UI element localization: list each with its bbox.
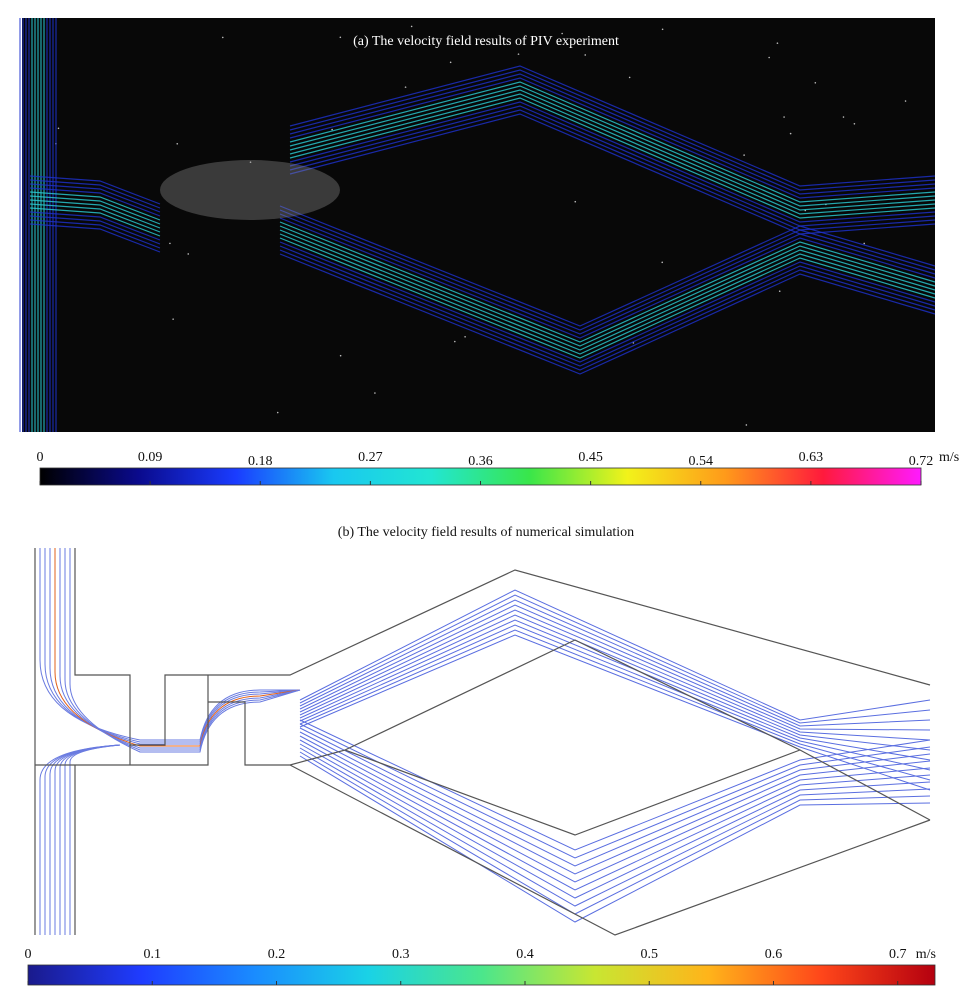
panel-title: (a) The velocity field results of PIV ex… bbox=[353, 34, 619, 49]
colorbar-label: 0.18 bbox=[248, 454, 273, 469]
particle bbox=[450, 62, 452, 64]
particle bbox=[854, 123, 856, 125]
particle bbox=[340, 36, 342, 38]
particle bbox=[222, 37, 224, 39]
streamline bbox=[55, 548, 300, 746]
streamline bbox=[300, 736, 930, 882]
streamline bbox=[70, 548, 300, 752]
colorbar-label: 0.4 bbox=[516, 947, 534, 962]
colorbar-label: 0.7 bbox=[889, 947, 907, 962]
streamline bbox=[300, 625, 930, 770]
colorbar-label: 0.72 bbox=[909, 454, 934, 469]
particle bbox=[411, 26, 413, 28]
particle bbox=[584, 54, 586, 56]
streamline bbox=[65, 548, 300, 750]
simulation bbox=[40, 548, 930, 935]
panel-title: (b) The velocity field results of numeri… bbox=[338, 525, 634, 540]
colorbar-label: 0.36 bbox=[468, 454, 493, 469]
colorbar-label: 0.63 bbox=[799, 450, 824, 465]
particle bbox=[172, 318, 174, 320]
colorbar-label: 0.54 bbox=[689, 454, 714, 469]
colorbar bbox=[28, 965, 935, 985]
particle bbox=[790, 133, 792, 135]
streamline bbox=[300, 748, 930, 906]
particle bbox=[405, 86, 407, 88]
streamline bbox=[70, 745, 120, 935]
streamline bbox=[40, 548, 300, 740]
particle bbox=[464, 336, 466, 338]
colorbar-label: 0.2 bbox=[268, 947, 286, 962]
particle bbox=[187, 253, 189, 255]
particle bbox=[169, 243, 171, 245]
colorbar-label: 0.27 bbox=[358, 450, 383, 465]
particle bbox=[340, 355, 342, 357]
particle bbox=[331, 129, 333, 131]
colorbar-label: 0.45 bbox=[578, 450, 603, 465]
streamline bbox=[40, 745, 120, 935]
particle bbox=[743, 154, 745, 156]
colorbar-label: 0 bbox=[37, 450, 44, 465]
particle bbox=[629, 77, 631, 79]
colorbar-label: 0 bbox=[25, 947, 32, 962]
particle bbox=[777, 42, 779, 44]
seed-cloud bbox=[160, 160, 340, 220]
particle bbox=[661, 262, 663, 264]
colorbar-label: 0.5 bbox=[640, 947, 658, 962]
particle bbox=[746, 424, 748, 426]
colorbar-label: 0.6 bbox=[765, 947, 783, 962]
particle bbox=[518, 53, 520, 55]
particle bbox=[905, 100, 907, 102]
particle bbox=[815, 82, 817, 84]
particle bbox=[843, 116, 845, 118]
colorbar-label: 0.3 bbox=[392, 947, 410, 962]
colorbar-unit: m/s bbox=[916, 947, 936, 962]
streamline bbox=[65, 745, 120, 935]
colorbar-unit: m/s bbox=[939, 450, 959, 465]
particle bbox=[277, 412, 279, 414]
streamline bbox=[60, 745, 120, 935]
streamline bbox=[300, 744, 930, 898]
streamline bbox=[300, 740, 930, 890]
streamline bbox=[60, 548, 300, 748]
streamline bbox=[45, 548, 300, 742]
particle bbox=[58, 127, 60, 129]
streamline bbox=[50, 548, 300, 744]
streamline bbox=[45, 745, 120, 935]
particle bbox=[454, 341, 456, 343]
particle bbox=[863, 243, 865, 245]
streamline bbox=[300, 732, 930, 874]
particle bbox=[574, 201, 576, 203]
colorbar-label: 0.1 bbox=[143, 947, 161, 962]
colorbar-label: 0.09 bbox=[138, 450, 163, 465]
particle bbox=[662, 28, 664, 30]
particle bbox=[176, 143, 178, 145]
particle bbox=[374, 392, 376, 394]
particle bbox=[783, 116, 785, 118]
particle bbox=[768, 57, 770, 59]
particle bbox=[779, 290, 781, 292]
